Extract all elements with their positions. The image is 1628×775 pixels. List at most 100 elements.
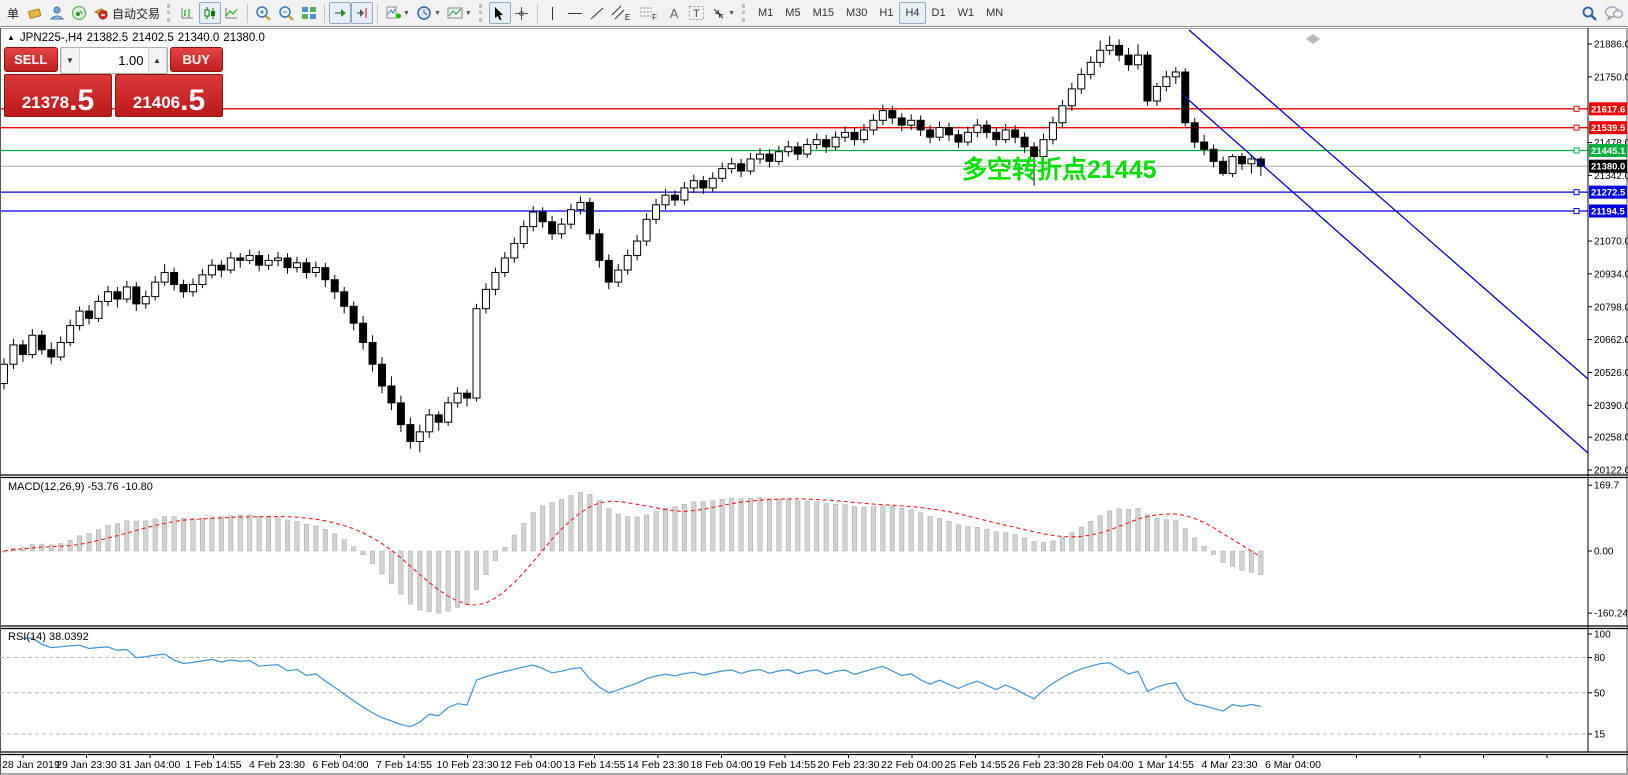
- chart-canvas[interactable]: 多空转折点2144521886.021750.021478.021342.021…: [0, 28, 1628, 775]
- zoom-in-button[interactable]: [252, 2, 275, 24]
- candlestick-chart-button[interactable]: [199, 2, 222, 24]
- svg-text:21272.5: 21272.5: [1591, 188, 1626, 199]
- volume-increase-button[interactable]: ▲: [147, 48, 167, 73]
- radio-signal-icon: [72, 6, 86, 20]
- macd-axis[interactable]: 169.7 0.00 -160.24: [1588, 481, 1628, 620]
- timeframe-button-D1[interactable]: D1: [926, 2, 952, 24]
- text-tool-glyph: A: [669, 5, 679, 21]
- trendline-tool-button[interactable]: [586, 2, 608, 24]
- tile-windows-button[interactable]: [298, 2, 320, 24]
- timeframe-button-M1[interactable]: M1: [752, 2, 779, 24]
- volume-input[interactable]: [79, 48, 148, 73]
- chart-window[interactable]: 多空转折点21445 21886.0 21750.0 21478.0 21342.0 21…: [0, 28, 1628, 775]
- chat-button[interactable]: [1601, 2, 1626, 24]
- sell-price-display[interactable]: 21378.5: [4, 74, 112, 117]
- new-order-button[interactable]: 单: [2, 2, 24, 24]
- svg-text:100: 100: [1594, 630, 1611, 641]
- sell-price-int: 21378: [21, 93, 70, 112]
- svg-text:21342.0: 21342.0: [1594, 171, 1628, 182]
- svg-text:T: T: [693, 8, 700, 20]
- one-click-trading-panel: SELL ▼ ▲ BUY 21378.5 21406.5: [4, 47, 223, 117]
- autoscroll-button[interactable]: [329, 2, 352, 24]
- autotrade-button[interactable]: 自动交易: [90, 2, 163, 24]
- low-value: 21340.0: [177, 32, 220, 44]
- svg-text:4 Mar 23:30: 4 Mar 23:30: [1201, 759, 1257, 771]
- timeframe-toolbar: M1 M5 M15 M30 H1 H4 D1 W1 MN: [752, 2, 1009, 24]
- svg-text:21445.1: 21445.1: [1591, 146, 1626, 157]
- signals-button[interactable]: [46, 2, 68, 24]
- open-value: 21382.5: [86, 32, 129, 44]
- svg-text:20798.0: 20798.0: [1594, 302, 1628, 313]
- periods-button[interactable]: ▼: [413, 2, 444, 24]
- zoom-in-icon: [256, 5, 271, 21]
- fibonacci-tool-button[interactable]: F: [636, 2, 663, 24]
- horizontal-line-tool-button[interactable]: [564, 2, 586, 24]
- main-toolbar: 单 自动交易 ▼ ▼: [0, 0, 1628, 27]
- horizontal-line-objects[interactable]: [0, 108, 1588, 212]
- svg-text:13 Feb 14:55: 13 Feb 14:55: [564, 759, 626, 771]
- templates-button[interactable]: ▼: [444, 2, 475, 24]
- svg-text:21478.0: 21478.0: [1594, 138, 1628, 149]
- svg-text:15: 15: [1594, 729, 1606, 740]
- search-button[interactable]: [1578, 2, 1601, 24]
- svg-text:21539.5: 21539.5: [1591, 123, 1626, 134]
- broadcast-button[interactable]: [68, 2, 90, 24]
- zoom-out-button[interactable]: [275, 2, 298, 24]
- toolbar-drag-handle[interactable]: [167, 4, 173, 22]
- rsi-line: [22, 637, 1261, 728]
- dropdown-caret: ▼: [464, 9, 472, 17]
- chart-annotation[interactable]: 多空转折点21445: [962, 155, 1157, 184]
- toolbar-drag-handle[interactable]: [742, 4, 748, 22]
- indicators-button[interactable]: ▼: [382, 2, 413, 24]
- line-chart-button[interactable]: [221, 2, 243, 24]
- svg-text:169.7: 169.7: [1594, 481, 1619, 492]
- toolbar-separator: [324, 3, 326, 23]
- svg-text:29 Jan 23:30: 29 Jan 23:30: [56, 759, 117, 771]
- chart-shift-button[interactable]: [351, 2, 374, 24]
- text-label-tool-button[interactable]: T: [685, 2, 708, 24]
- cursor-tool-button[interactable]: [488, 2, 511, 24]
- channel-tool-button[interactable]: E: [608, 2, 636, 24]
- svg-text:1 Feb 14:55: 1 Feb 14:55: [185, 759, 241, 771]
- gray-arrow-marker[interactable]: [1306, 34, 1320, 44]
- candlestick-chart-icon: [204, 7, 216, 19]
- svg-text:1 Mar 14:55: 1 Mar 14:55: [1138, 759, 1194, 771]
- svg-text:28 Jan 2019: 28 Jan 2019: [2, 759, 60, 771]
- timeframe-button-M15[interactable]: M15: [807, 2, 840, 24]
- chevron-down-icon: ▼: [66, 56, 74, 65]
- vertical-line-tool-button[interactable]: [542, 2, 564, 24]
- market-watch-icon[interactable]: [24, 2, 46, 24]
- cursor-arrow-icon: [495, 6, 504, 20]
- sell-button[interactable]: SELL: [4, 47, 58, 72]
- collapse-icon[interactable]: ▲: [7, 33, 15, 42]
- horizontal-line-icon: [567, 12, 582, 14]
- timeframe-button-M5[interactable]: M5: [779, 2, 806, 24]
- bar-chart-icon: [181, 8, 194, 19]
- timeframe-button-W1[interactable]: W1: [952, 2, 981, 24]
- text-tool-button[interactable]: A: [663, 2, 685, 24]
- timeframe-button-MN[interactable]: MN: [980, 2, 1009, 24]
- trendline-icon: [590, 7, 604, 19]
- svg-text:14 Feb 23:30: 14 Feb 23:30: [627, 759, 689, 771]
- template-icon: [447, 7, 463, 19]
- svg-text:50: 50: [1594, 688, 1606, 699]
- zoom-out-icon: [279, 5, 294, 21]
- svg-text:18 Feb 04:00: 18 Feb 04:00: [691, 759, 753, 771]
- crosshair-tool-button[interactable]: [511, 2, 533, 24]
- timeframe-button-H4[interactable]: H4: [899, 2, 926, 24]
- svg-text:20258.0: 20258.0: [1594, 433, 1628, 444]
- arrows-tool-button[interactable]: ▼: [708, 2, 738, 24]
- timeframe-button-M30[interactable]: M30: [840, 2, 873, 24]
- price-axis[interactable]: 21886.0 21750.0 21478.0 21342.0 21070.0 20934…: [1588, 40, 1628, 477]
- trendline-objects[interactable]: [1182, 29, 1589, 454]
- timeframe-button-H1[interactable]: H1: [873, 2, 899, 24]
- buy-price-display[interactable]: 21406.5: [115, 74, 223, 117]
- rsi-axis[interactable]: 100 80 50 15: [1588, 630, 1611, 741]
- buy-button[interactable]: BUY: [169, 47, 223, 72]
- toolbar-drag-handle[interactable]: [478, 4, 485, 22]
- dropdown-caret: ▼: [728, 9, 735, 17]
- bar-chart-button[interactable]: [177, 2, 199, 24]
- chart-shift-icon: [357, 8, 367, 18]
- volume-decrease-button[interactable]: ▼: [60, 48, 80, 73]
